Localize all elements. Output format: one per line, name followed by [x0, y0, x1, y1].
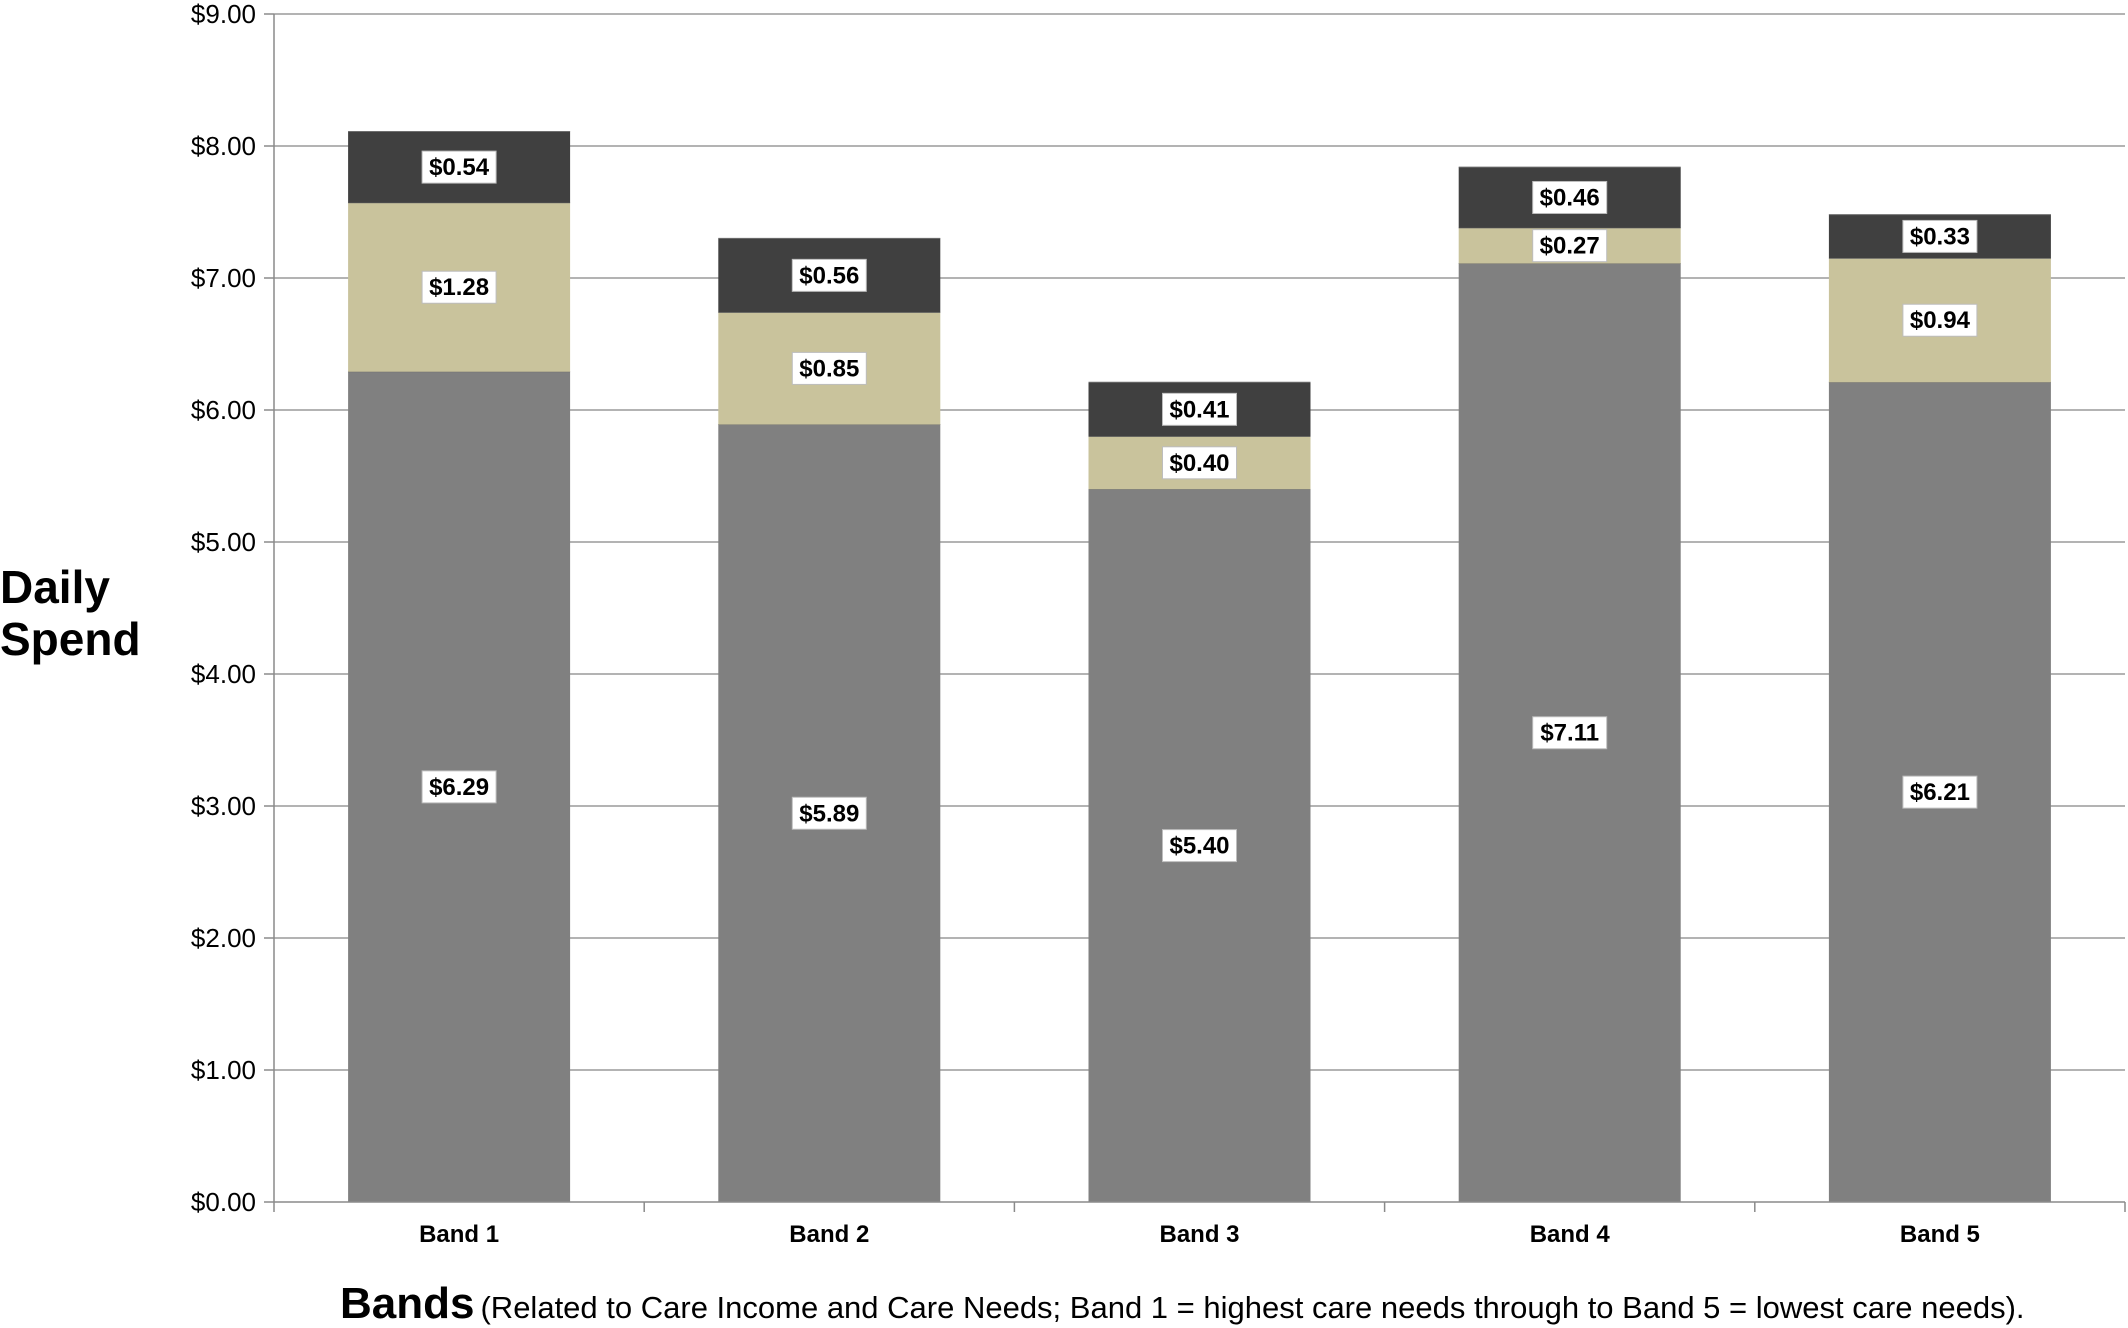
data-label: $0.41	[1169, 396, 1229, 423]
data-label-box	[791, 796, 867, 830]
data-label-box	[1532, 180, 1608, 214]
y-tick-label: $5.00	[191, 527, 256, 557]
data-label-box	[791, 351, 867, 385]
data-label: $6.29	[429, 774, 489, 801]
data-label-box	[421, 270, 497, 304]
y-tick-label: $6.00	[191, 395, 256, 425]
data-label-box	[1532, 716, 1608, 750]
bars	[348, 130, 2051, 1203]
data-label: $0.27	[1540, 233, 1600, 260]
data-label-box	[1162, 446, 1237, 480]
y-axis-label-line-2: Spend	[0, 613, 141, 665]
data-label: $0.54	[429, 154, 490, 181]
x-tick-label: Band 2	[789, 1221, 869, 1248]
x-axis-label: Bands (Related to Care Income and Care Ne…	[340, 1279, 2025, 1328]
x-tick-label: Band 4	[1530, 1221, 1611, 1248]
data-label: $1.28	[429, 274, 489, 301]
data-label: $0.56	[799, 262, 859, 289]
x-tick-label: Band 5	[1900, 1221, 1980, 1248]
y-tick-label: $1.00	[191, 1055, 256, 1085]
x-axis-note: (Related to Care Income and Care Needs; …	[480, 1290, 2024, 1325]
x-tick-label: Band 3	[1159, 1221, 1239, 1248]
data-label: $0.46	[1540, 184, 1600, 211]
y-tick-label: $0.00	[191, 1187, 256, 1217]
data-label: $0.40	[1169, 450, 1229, 477]
data-label: $0.94	[1910, 307, 1971, 334]
y-tick-label: $7.00	[191, 263, 256, 293]
y-tick-label: $9.00	[191, 0, 256, 29]
data-label-box	[421, 770, 497, 804]
x-tick-labels: Band 1 Band 2 Band 3 Band 4 Band 5	[419, 1221, 1980, 1248]
data-label-box	[1902, 303, 1978, 337]
data-label-box	[1532, 229, 1608, 263]
data-label-box	[1902, 219, 1978, 253]
y-tick-labels: $0.00 $1.00 $2.00 $3.00 $4.00 $5.00 $6.00 $7.00…	[191, 0, 256, 1217]
data-label: $6.21	[1910, 779, 1970, 806]
data-label-box	[791, 258, 867, 292]
data-label-box	[1162, 392, 1237, 426]
data-label: $7.11	[1540, 720, 1599, 747]
data-label: $5.40	[1169, 833, 1229, 860]
y-tick-label: $8.00	[191, 131, 256, 161]
data-label: $0.85	[799, 355, 859, 382]
data-label: $5.89	[799, 800, 859, 827]
y-axis-label-line-1: Daily	[0, 561, 110, 613]
data-label-box	[1902, 775, 1978, 809]
data-label-box	[1162, 829, 1237, 863]
x-tick-label: Band 1	[419, 1221, 499, 1248]
data-label-box	[421, 150, 497, 184]
data-label: $0.33	[1910, 223, 1970, 250]
y-tick-label: $4.00	[191, 659, 256, 689]
x-axis-title: Bands	[340, 1279, 474, 1328]
axes	[264, 13, 2126, 1212]
y-tick-label: $2.00	[191, 923, 256, 953]
y-tick-label: $3.00	[191, 791, 256, 821]
data-labels: $6.29 $1.28 $0.54 $5.89 $0.85 $0.56 $5.40 $0.40…	[421, 150, 1978, 863]
